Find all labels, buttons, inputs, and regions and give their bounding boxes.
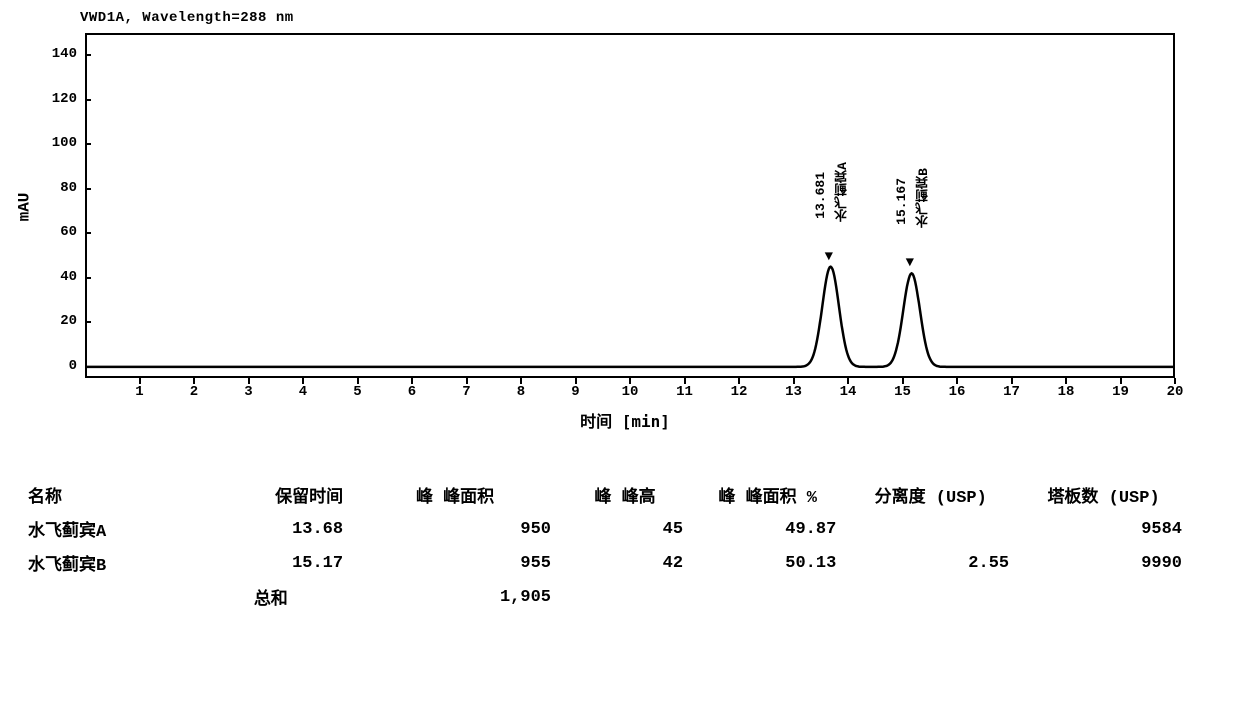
cell-res xyxy=(844,512,1017,546)
detector-header: VWD1A, Wavelength=288 nm xyxy=(80,10,1219,26)
peak-name-label: 水飞蓟宾A xyxy=(833,162,852,222)
x-tick-label: 18 xyxy=(1051,384,1081,400)
x-tick-label: 14 xyxy=(833,384,863,400)
x-tick-label: 4 xyxy=(288,384,318,400)
cell-name: 水飞蓟宾A xyxy=(20,512,191,546)
cell-pct: 50.13 xyxy=(691,546,844,580)
x-tick-label: 11 xyxy=(670,384,700,400)
col-rt: 保留时间 xyxy=(191,478,352,512)
y-tick-label: 120 xyxy=(37,91,77,107)
y-tick-label: 140 xyxy=(37,46,77,62)
x-tick-label: 2 xyxy=(179,384,209,400)
cell-name: 水飞蓟宾B xyxy=(20,546,191,580)
x-tick-label: 1 xyxy=(125,384,155,400)
chromatogram-line xyxy=(85,267,1175,367)
x-tick-label: 9 xyxy=(561,384,591,400)
peak-arrow-icon: ▼ xyxy=(825,249,833,265)
col-height: 峰 峰高 xyxy=(559,478,691,512)
cell-rt: 13.68 xyxy=(191,512,352,546)
peak-rt-label: 15.167 xyxy=(894,178,909,225)
peak-name-label: 水飞蓟宾B xyxy=(914,168,933,228)
col-plates: 塔板数 (USP) xyxy=(1017,478,1190,512)
y-tick-label: 0 xyxy=(37,358,77,374)
cell-area: 950 xyxy=(351,512,559,546)
cell-height: 45 xyxy=(559,512,691,546)
x-tick-label: 20 xyxy=(1160,384,1190,400)
peak-results-table: 名称 保留时间 峰 峰面积 峰 峰高 峰 峰面积 % 分离度 (USP) 塔板数… xyxy=(20,478,1190,614)
x-tick-label: 5 xyxy=(343,384,373,400)
y-tick-label: 60 xyxy=(37,224,77,240)
table-sum-row: 总和1,905 xyxy=(20,580,1190,614)
x-tick-label: 8 xyxy=(506,384,536,400)
chromatogram-trace xyxy=(20,28,1185,388)
table-header-row: 名称 保留时间 峰 峰面积 峰 峰高 峰 峰面积 % 分离度 (USP) 塔板数… xyxy=(20,478,1190,512)
col-resolution: 分离度 (USP) xyxy=(844,478,1017,512)
chromatogram-chart: mAU 020406080100120140123456789101112131… xyxy=(20,28,1190,448)
col-pct: 峰 峰面积 % xyxy=(691,478,844,512)
x-tick-label: 12 xyxy=(724,384,754,400)
x-tick-label: 19 xyxy=(1106,384,1136,400)
cell-area: 955 xyxy=(351,546,559,580)
table-row: 水飞蓟宾A13.689504549.87 9584 xyxy=(20,512,1190,546)
table-row: 水飞蓟宾B15.179554250.132.559990 xyxy=(20,546,1190,580)
col-area: 峰 峰面积 xyxy=(351,478,559,512)
col-name: 名称 xyxy=(20,478,191,512)
cell-pct: 49.87 xyxy=(691,512,844,546)
peak-rt-label: 13.681 xyxy=(813,172,828,219)
x-tick-label: 17 xyxy=(997,384,1027,400)
cell-plates: 9990 xyxy=(1017,546,1190,580)
x-tick-label: 16 xyxy=(942,384,972,400)
cell-height: 42 xyxy=(559,546,691,580)
peak-arrow-icon: ▼ xyxy=(906,255,914,271)
x-tick-label: 7 xyxy=(452,384,482,400)
sum-area: 1,905 xyxy=(351,580,559,614)
x-tick-label: 13 xyxy=(779,384,809,400)
x-axis-label: 时间 [min] xyxy=(550,408,700,432)
sum-label: 总和 xyxy=(191,580,352,614)
cell-res: 2.55 xyxy=(844,546,1017,580)
x-tick-label: 3 xyxy=(234,384,264,400)
y-tick-label: 80 xyxy=(37,180,77,196)
x-tick-label: 15 xyxy=(888,384,918,400)
cell-rt: 15.17 xyxy=(191,546,352,580)
x-tick-label: 6 xyxy=(397,384,427,400)
y-tick-label: 100 xyxy=(37,135,77,151)
cell-plates: 9584 xyxy=(1017,512,1190,546)
x-tick-label: 10 xyxy=(615,384,645,400)
y-tick-label: 40 xyxy=(37,269,77,285)
y-tick-label: 20 xyxy=(37,313,77,329)
